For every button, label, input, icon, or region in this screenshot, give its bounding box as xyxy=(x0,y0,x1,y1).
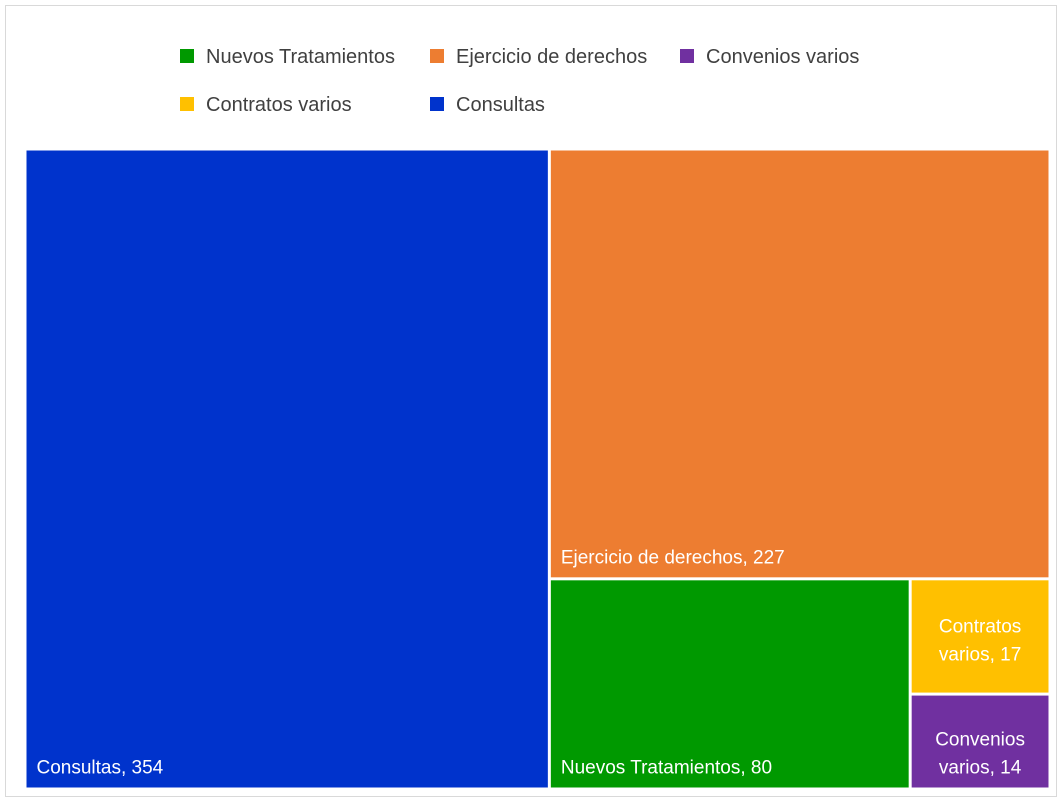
tile-label-contratos-varios: Contratos varios, 17 xyxy=(939,616,1021,665)
legend-item-consultas: Consultas xyxy=(430,94,545,116)
legend-swatch-contratos-varios xyxy=(180,97,194,111)
legend-label-consultas: Consultas xyxy=(456,94,545,116)
tile-label-consultas: Consultas, 354 xyxy=(37,758,164,779)
legend-label-convenios-varios: Convenios varios xyxy=(706,46,859,68)
tile-label-convenios-varios: Convenios varios, 14 xyxy=(935,730,1025,779)
legend-item-ejercicio-de-derechos: Ejercicio de derechos xyxy=(430,46,647,68)
tile-nuevos-tratamientos: Nuevos Tratamientos, 80 xyxy=(550,580,909,788)
legend-swatch-convenios-varios xyxy=(680,49,694,63)
legend-label-contratos-varios: Contratos varios xyxy=(206,94,352,116)
tile-rect-ejercicio-de-derechos xyxy=(550,150,1049,578)
legend-item-contratos-varios: Contratos varios xyxy=(180,94,352,116)
tile-consultas: Consultas, 354 xyxy=(26,150,548,788)
legend: Nuevos Tratamientos Ejercicio de derechos… xyxy=(180,46,859,116)
tile-rect-contratos-varios xyxy=(911,580,1049,693)
legend-swatch-ejercicio-de-derechos xyxy=(430,49,444,63)
tile-label-nuevos-tratamientos: Nuevos Tratamientos, 80 xyxy=(561,758,772,779)
tile-rect-convenios-varios xyxy=(911,695,1049,788)
legend-label-nuevos-tratamientos: Nuevos Tratamientos xyxy=(206,46,395,68)
treemap-tiles: Consultas, 354 Ejercicio de derechos, 227… xyxy=(26,150,1049,788)
legend-swatch-consultas xyxy=(430,97,444,111)
tile-convenios-varios: Convenios varios, 14 xyxy=(911,695,1049,788)
tile-contratos-varios: Contratos varios, 17 xyxy=(911,580,1049,693)
tile-ejercicio-de-derechos: Ejercicio de derechos, 227 xyxy=(550,150,1049,578)
legend-item-convenios-varios: Convenios varios xyxy=(680,46,859,68)
legend-swatch-nuevos-tratamientos xyxy=(180,49,194,63)
tile-rect-consultas xyxy=(26,150,548,788)
tile-label-ejercicio-de-derechos: Ejercicio de derechos, 227 xyxy=(561,547,785,568)
tile-rect-nuevos-tratamientos xyxy=(550,580,909,788)
legend-item-nuevos-tratamientos: Nuevos Tratamientos xyxy=(180,46,395,68)
legend-label-ejercicio-de-derechos: Ejercicio de derechos xyxy=(456,46,647,68)
